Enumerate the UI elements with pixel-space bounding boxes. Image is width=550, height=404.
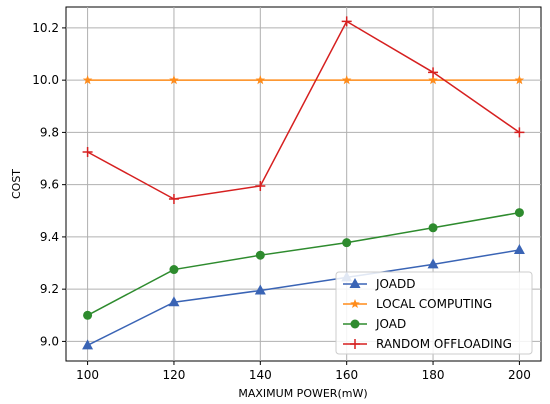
star-marker [82,75,93,85]
circle-marker [342,238,352,248]
x-tick-label: 120 [163,368,186,382]
plus-marker [428,67,439,78]
star-marker [255,75,266,85]
star-marker [350,299,360,309]
y-tick-label: 9.0 [40,334,59,348]
x-tick-label: 100 [76,368,99,382]
plus-marker [341,16,352,27]
plus-marker [514,127,525,138]
x-tick-label: 200 [508,368,531,382]
circle-marker [428,223,438,233]
series-2 [83,208,524,320]
legend-item: JOADD [343,277,415,291]
y-tick-label: 9.8 [40,125,59,139]
triangle-marker [168,296,180,307]
circle-marker [255,250,265,260]
circle-marker [83,310,93,320]
plus-marker [168,194,179,205]
legend-item: LOCAL COMPUTING [343,297,492,311]
circle-marker [350,319,360,329]
series-group [82,16,525,350]
star-marker [514,75,525,85]
y-tick-label: 10.0 [32,73,59,87]
series-1 [82,75,525,85]
triangle-marker [349,278,361,288]
legend-label: LOCAL COMPUTING [376,297,492,311]
star-marker [428,75,438,85]
plus-marker [255,180,266,191]
triangle-marker [254,284,266,295]
x-axis-title: MAXIMUM POWER(mW) [238,387,367,400]
y-tick-label: 9.4 [40,230,59,244]
plus-marker [82,146,93,157]
y-tick-label: 10.2 [32,21,59,35]
legend-item: JOAD [343,317,406,331]
x-tick-label: 160 [335,368,358,382]
legend-label: JOADD [375,277,415,291]
legend: JOADD LOCAL COMPUTING JOAD RANDOM OFFLOADIN… [335,271,533,355]
series-line [87,211,520,316]
legend-box [335,271,533,355]
plus-marker [350,339,360,349]
series-3 [82,16,525,205]
legend-label: JOAD [375,317,406,331]
y-tick-label: 9.6 [40,178,59,192]
circle-marker [514,208,524,218]
y-tick-labels: 9.0 9.2 9.4 9.6 9.8 10.0 10.2 [32,21,59,349]
series-line [87,249,520,346]
x-tick-labels: 100 120 140 160 180 200 [76,368,531,382]
x-tick-label: 140 [249,368,272,382]
axis-ticks [62,27,520,365]
legend-label: RANDOM OFFLOADING [376,337,512,351]
circle-marker [169,265,179,275]
triangle-marker [513,243,525,254]
legend-item: RANDOM OFFLOADING [343,337,512,351]
series-line [87,20,520,200]
star-marker [169,75,179,85]
triangle-marker [427,258,439,269]
y-tick-label: 9.2 [40,282,59,296]
y-axis-title: COST [10,169,23,199]
triangle-marker [82,339,94,350]
x-tick-label: 180 [422,368,445,382]
star-marker [341,75,352,85]
